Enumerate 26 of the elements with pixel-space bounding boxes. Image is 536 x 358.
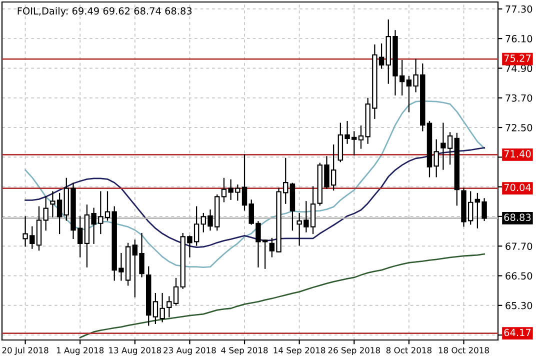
y-tick-label: 77.30 — [506, 5, 532, 13]
y-tick-label: 74.90 — [506, 64, 532, 72]
y-tick-label: 73.70 — [506, 94, 532, 102]
ref-line-label: 71.40 — [504, 150, 531, 158]
y-tick-label: 65.30 — [506, 302, 532, 310]
y-tick-label: 72.50 — [506, 124, 532, 132]
text: FOIL,Daily: 69.49 69.62 68.74 68.83 — [18, 7, 192, 16]
y-tick-label: 67.70 — [506, 242, 532, 250]
x-tick-label: 1 Aug 2018 — [56, 347, 104, 356]
x-tick-label: 23 Aug 2018 — [164, 347, 216, 356]
x-tick-label: 20 Jul 2018 — [2, 346, 48, 355]
y-tick-label: 66.50 — [506, 272, 532, 280]
line-series — [79, 253, 485, 338]
line-series — [24, 147, 485, 248]
x-tick-label: 8 Oct 2018 — [386, 347, 432, 354]
x-tick-label: 4 Sep 2018 — [221, 347, 268, 356]
ref-line-label: 64.17 — [504, 328, 531, 336]
x-tick-label: 13 Aug 2018 — [109, 347, 162, 356]
x-tick-label: 14 Sep 2018 — [274, 347, 326, 356]
ref-line-label: 70.04 — [504, 184, 531, 192]
ref-line-label: 68.83 — [504, 214, 531, 222]
ref-line-label: 75.27 — [504, 54, 531, 62]
x-tick-label: 18 Oct 2018 — [438, 347, 489, 354]
x-tick-label: 26 Sep 2018 — [328, 347, 380, 356]
y-tick-label: 76.10 — [506, 35, 532, 42]
line-series — [24, 100, 485, 268]
